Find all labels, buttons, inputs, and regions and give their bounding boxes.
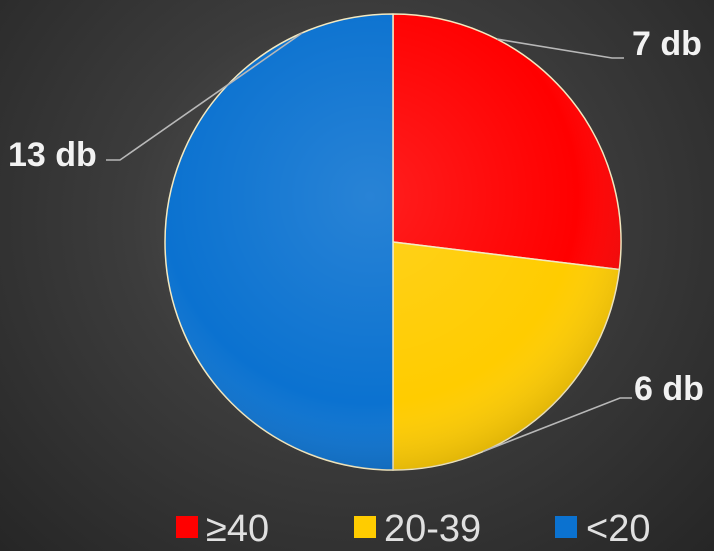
pie-slice-under-20 <box>164 13 394 471</box>
data-labels: 7 db 6 db 13 db <box>8 25 704 408</box>
leader-line-20-39 <box>482 397 632 453</box>
legend-label-20-39: 20-39 <box>384 508 481 550</box>
leader-line-under-20 <box>106 32 303 161</box>
leader-line-40-plus <box>496 38 624 59</box>
data-label-40-plus: 7 db <box>632 25 702 63</box>
legend-swatch-under-20 <box>555 516 577 538</box>
legend-item-20-39: 20-39 <box>354 508 481 550</box>
leader-lines <box>106 32 632 453</box>
pie-slice-20-39 <box>392 241 621 471</box>
data-label-20-39: 6 db <box>634 370 704 408</box>
legend-swatch-20-39 <box>354 516 376 538</box>
legend-swatch-40-plus <box>176 516 198 538</box>
legend-item-under-20: <20 <box>555 508 650 550</box>
legend-label-40-plus: ≥40 <box>206 508 269 550</box>
legend: ≥40 20-39 <20 <box>176 508 650 550</box>
legend-label-under-20: <20 <box>586 508 650 550</box>
pie-slice-40-plus <box>392 13 622 271</box>
pie-slices <box>164 13 622 471</box>
legend-item-40-plus: ≥40 <box>176 508 269 550</box>
data-label-under-20: 13 db <box>8 136 97 174</box>
